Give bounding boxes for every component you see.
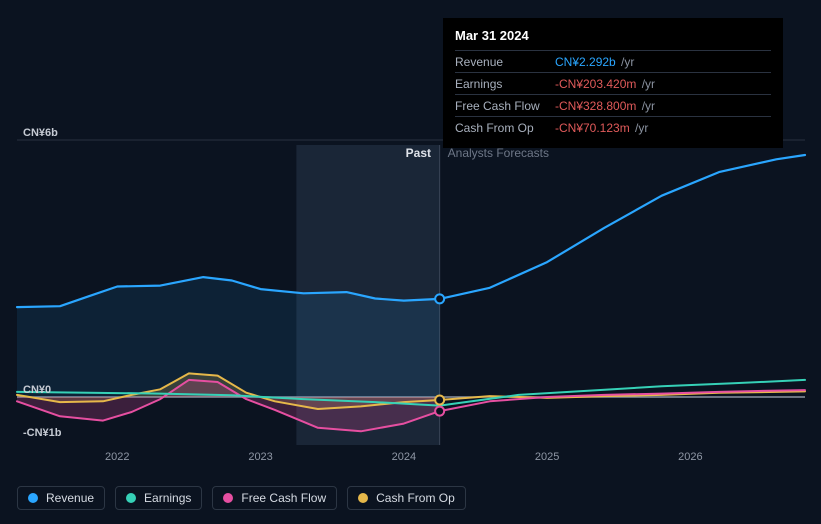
y-tick-label: CN¥6b bbox=[23, 127, 58, 139]
legend-swatch-icon bbox=[223, 493, 233, 503]
section-label-past: Past bbox=[406, 146, 431, 160]
tooltip-row: RevenueCN¥2.292b /yr bbox=[455, 50, 771, 72]
tooltip-row-value: -CN¥203.420m bbox=[555, 77, 636, 91]
legend-item-earnings[interactable]: Earnings bbox=[115, 486, 202, 510]
y-tick-label: -CN¥1b bbox=[23, 427, 62, 439]
tooltip-row-label: Earnings bbox=[455, 75, 555, 93]
x-tick-label: 2026 bbox=[678, 451, 702, 463]
tooltip-row-label: Free Cash Flow bbox=[455, 97, 555, 115]
forecast-chart: Mar 31 2024 RevenueCN¥2.292b /yrEarnings… bbox=[0, 0, 821, 524]
legend-item-label: Cash From Op bbox=[376, 491, 455, 505]
tooltip-row-unit: /yr bbox=[638, 77, 655, 91]
tooltip-rows: RevenueCN¥2.292b /yrEarnings-CN¥203.420m… bbox=[455, 50, 771, 138]
tooltip-row-label: Revenue bbox=[455, 53, 555, 71]
legend-item-label: Free Cash Flow bbox=[241, 491, 326, 505]
legend-item-label: Earnings bbox=[144, 491, 191, 505]
tooltip-row-unit: /yr bbox=[632, 121, 649, 135]
tooltip-row: Free Cash Flow-CN¥328.800m /yr bbox=[455, 94, 771, 116]
legend-item-cash_from_op[interactable]: Cash From Op bbox=[347, 486, 466, 510]
x-tick-label: 2024 bbox=[392, 451, 416, 463]
tooltip-row-value: -CN¥70.123m bbox=[555, 121, 630, 135]
x-tick-label: 2022 bbox=[105, 451, 129, 463]
legend-item-label: Revenue bbox=[46, 491, 94, 505]
tooltip-row-unit: /yr bbox=[618, 55, 635, 69]
chart-tooltip: Mar 31 2024 RevenueCN¥2.292b /yrEarnings… bbox=[443, 18, 783, 148]
tooltip-row-value: -CN¥328.800m bbox=[555, 99, 636, 113]
legend-swatch-icon bbox=[358, 493, 368, 503]
tooltip-row-label: Cash From Op bbox=[455, 119, 555, 137]
tooltip-row: Cash From Op-CN¥70.123m /yr bbox=[455, 116, 771, 138]
x-tick-label: 2023 bbox=[248, 451, 272, 463]
tooltip-row-value: CN¥2.292b bbox=[555, 55, 616, 69]
legend-item-free_cash_flow[interactable]: Free Cash Flow bbox=[212, 486, 337, 510]
chart-legend: Revenue Earnings Free Cash Flow Cash From O… bbox=[17, 486, 466, 510]
tooltip-title: Mar 31 2024 bbox=[455, 26, 771, 46]
legend-item-revenue[interactable]: Revenue bbox=[17, 486, 105, 510]
legend-swatch-icon bbox=[126, 493, 136, 503]
y-tick-label: CN¥0 bbox=[23, 384, 51, 396]
x-tick-label: 2025 bbox=[535, 451, 559, 463]
tooltip-row: Earnings-CN¥203.420m /yr bbox=[455, 72, 771, 94]
tooltip-row-unit: /yr bbox=[638, 99, 655, 113]
section-label-forecast: Analysts Forecasts bbox=[448, 146, 549, 160]
legend-swatch-icon bbox=[28, 493, 38, 503]
